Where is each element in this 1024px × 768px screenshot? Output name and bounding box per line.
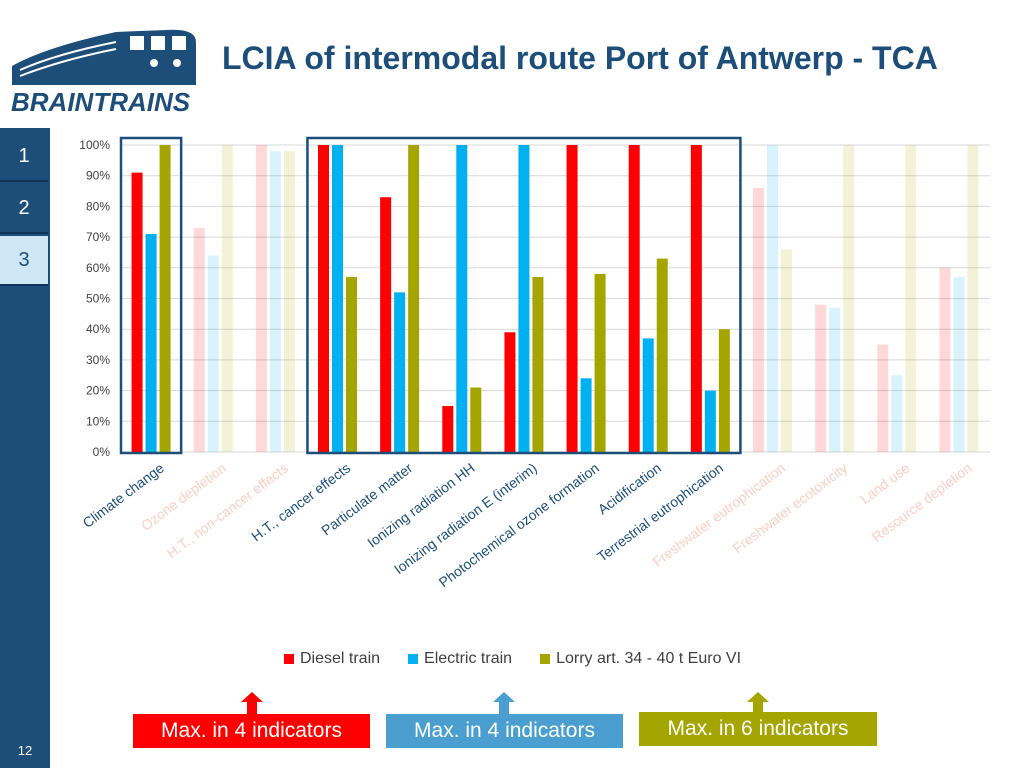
- x-category-label: Land use: [857, 459, 913, 507]
- x-category-label: Freshwater ecotoxicity: [730, 460, 851, 557]
- callout-diesel-max: Max. in 4 indicators: [133, 714, 370, 748]
- x-category-label: H.T., non-cancer effects: [164, 460, 292, 562]
- bar-lorry: [656, 258, 668, 452]
- y-tick-label: 20%: [86, 384, 110, 398]
- bar-electric: [332, 145, 343, 452]
- y-tick-label: 10%: [86, 414, 110, 428]
- bar-electric: [580, 378, 592, 452]
- legend-item-diesel: Diesel train: [284, 650, 380, 668]
- chart-legend: Diesel train Electric train Lorry art. 3…: [284, 650, 741, 668]
- bar-electric: [953, 277, 965, 452]
- bar-diesel: [753, 187, 764, 453]
- bar-lorry: [221, 145, 233, 452]
- x-category-label: Ionizing radiation HH: [364, 460, 477, 551]
- bar-electric: [145, 234, 157, 452]
- bar-electric: [269, 151, 281, 452]
- up-arrow-blue-icon: [493, 692, 515, 714]
- sidebar-tab-2[interactable]: 2: [0, 184, 48, 234]
- bar-diesel: [193, 227, 205, 452]
- bar-electric: [829, 307, 841, 452]
- slide-sidebar: 1 2 3 12: [0, 128, 50, 768]
- bar-diesel: [318, 145, 329, 452]
- bar-lorry: [843, 145, 855, 452]
- legend-label-electric: Electric train: [424, 650, 513, 667]
- bar-lorry: [967, 145, 979, 452]
- y-tick-label: 40%: [86, 322, 110, 336]
- bar-lorry: [470, 387, 482, 452]
- bar-lorry: [159, 145, 171, 452]
- braintrains-logo: BRAINTRAINS: [6, 22, 196, 117]
- legend-item-electric: Electric train: [408, 650, 512, 668]
- bar-electric: [767, 145, 778, 452]
- bar-lorry: [718, 329, 730, 452]
- bar-lorry: [905, 145, 917, 452]
- legend-item-lorry: Lorry art. 34 - 40 t Euro VI: [540, 650, 741, 668]
- bar-lorry: [781, 249, 792, 452]
- bar-electric: [642, 338, 654, 452]
- highlight-frame: [306, 136, 742, 455]
- bar-diesel: [380, 197, 392, 452]
- bar-diesel: [255, 145, 267, 452]
- y-tick-label: 80%: [86, 199, 110, 213]
- bar-lorry: [408, 145, 420, 452]
- legend-swatch-diesel: [284, 654, 294, 664]
- y-tick-label: 0%: [93, 445, 111, 459]
- bar-lorry: [532, 277, 544, 452]
- sidebar-tab-3[interactable]: 3: [0, 236, 48, 286]
- bar-diesel: [504, 332, 516, 452]
- bar-electric: [704, 390, 716, 452]
- lcia-bar-chart: 0%10%20%30%40%50%60%70%80%90%100%Climate…: [79, 136, 990, 590]
- bar-electric: [518, 145, 530, 452]
- bar-diesel: [131, 172, 143, 452]
- bar-electric: [456, 145, 468, 452]
- bar-electric: [891, 375, 903, 452]
- bar-diesel: [939, 267, 951, 452]
- legend-label-lorry: Lorry art. 34 - 40 t Euro VI: [556, 650, 742, 667]
- bar-diesel: [628, 145, 640, 452]
- callout-electric-max: Max. in 4 indicators: [386, 714, 623, 748]
- bar-electric: [394, 292, 406, 452]
- legend-swatch-lorry: [540, 654, 551, 664]
- legend-label-diesel: Diesel train: [300, 650, 381, 667]
- up-arrow-olive-icon: [747, 692, 769, 714]
- highlight-frame: [119, 136, 183, 455]
- logo-wordmark: BRAINTRAINS: [11, 87, 191, 117]
- bar-lorry: [283, 151, 295, 452]
- slide-title: LCIA of intermodal route Port of Antwerp…: [222, 40, 938, 76]
- up-arrow-red-icon: [241, 692, 263, 714]
- bar-diesel: [815, 304, 827, 452]
- y-tick-label: 60%: [86, 261, 110, 275]
- sidebar-tab-1[interactable]: 1: [0, 132, 48, 182]
- y-tick-label: 70%: [86, 230, 110, 244]
- page-number: 12: [17, 743, 33, 758]
- callout-arrows: [241, 692, 769, 714]
- bar-diesel: [442, 405, 454, 452]
- bar-diesel: [690, 145, 702, 452]
- bar-diesel: [566, 145, 578, 452]
- bar-diesel: [877, 344, 889, 452]
- bar-lorry: [346, 277, 357, 452]
- y-tick-label: 30%: [86, 353, 110, 367]
- legend-swatch-electric: [408, 654, 419, 664]
- bar-lorry: [594, 273, 606, 452]
- bar-electric: [207, 255, 219, 452]
- y-tick-label: 100%: [79, 138, 110, 152]
- y-tick-label: 50%: [86, 292, 110, 306]
- callout-lorry-max: Max. in 6 indicators: [639, 712, 877, 746]
- y-tick-label: 90%: [86, 169, 110, 183]
